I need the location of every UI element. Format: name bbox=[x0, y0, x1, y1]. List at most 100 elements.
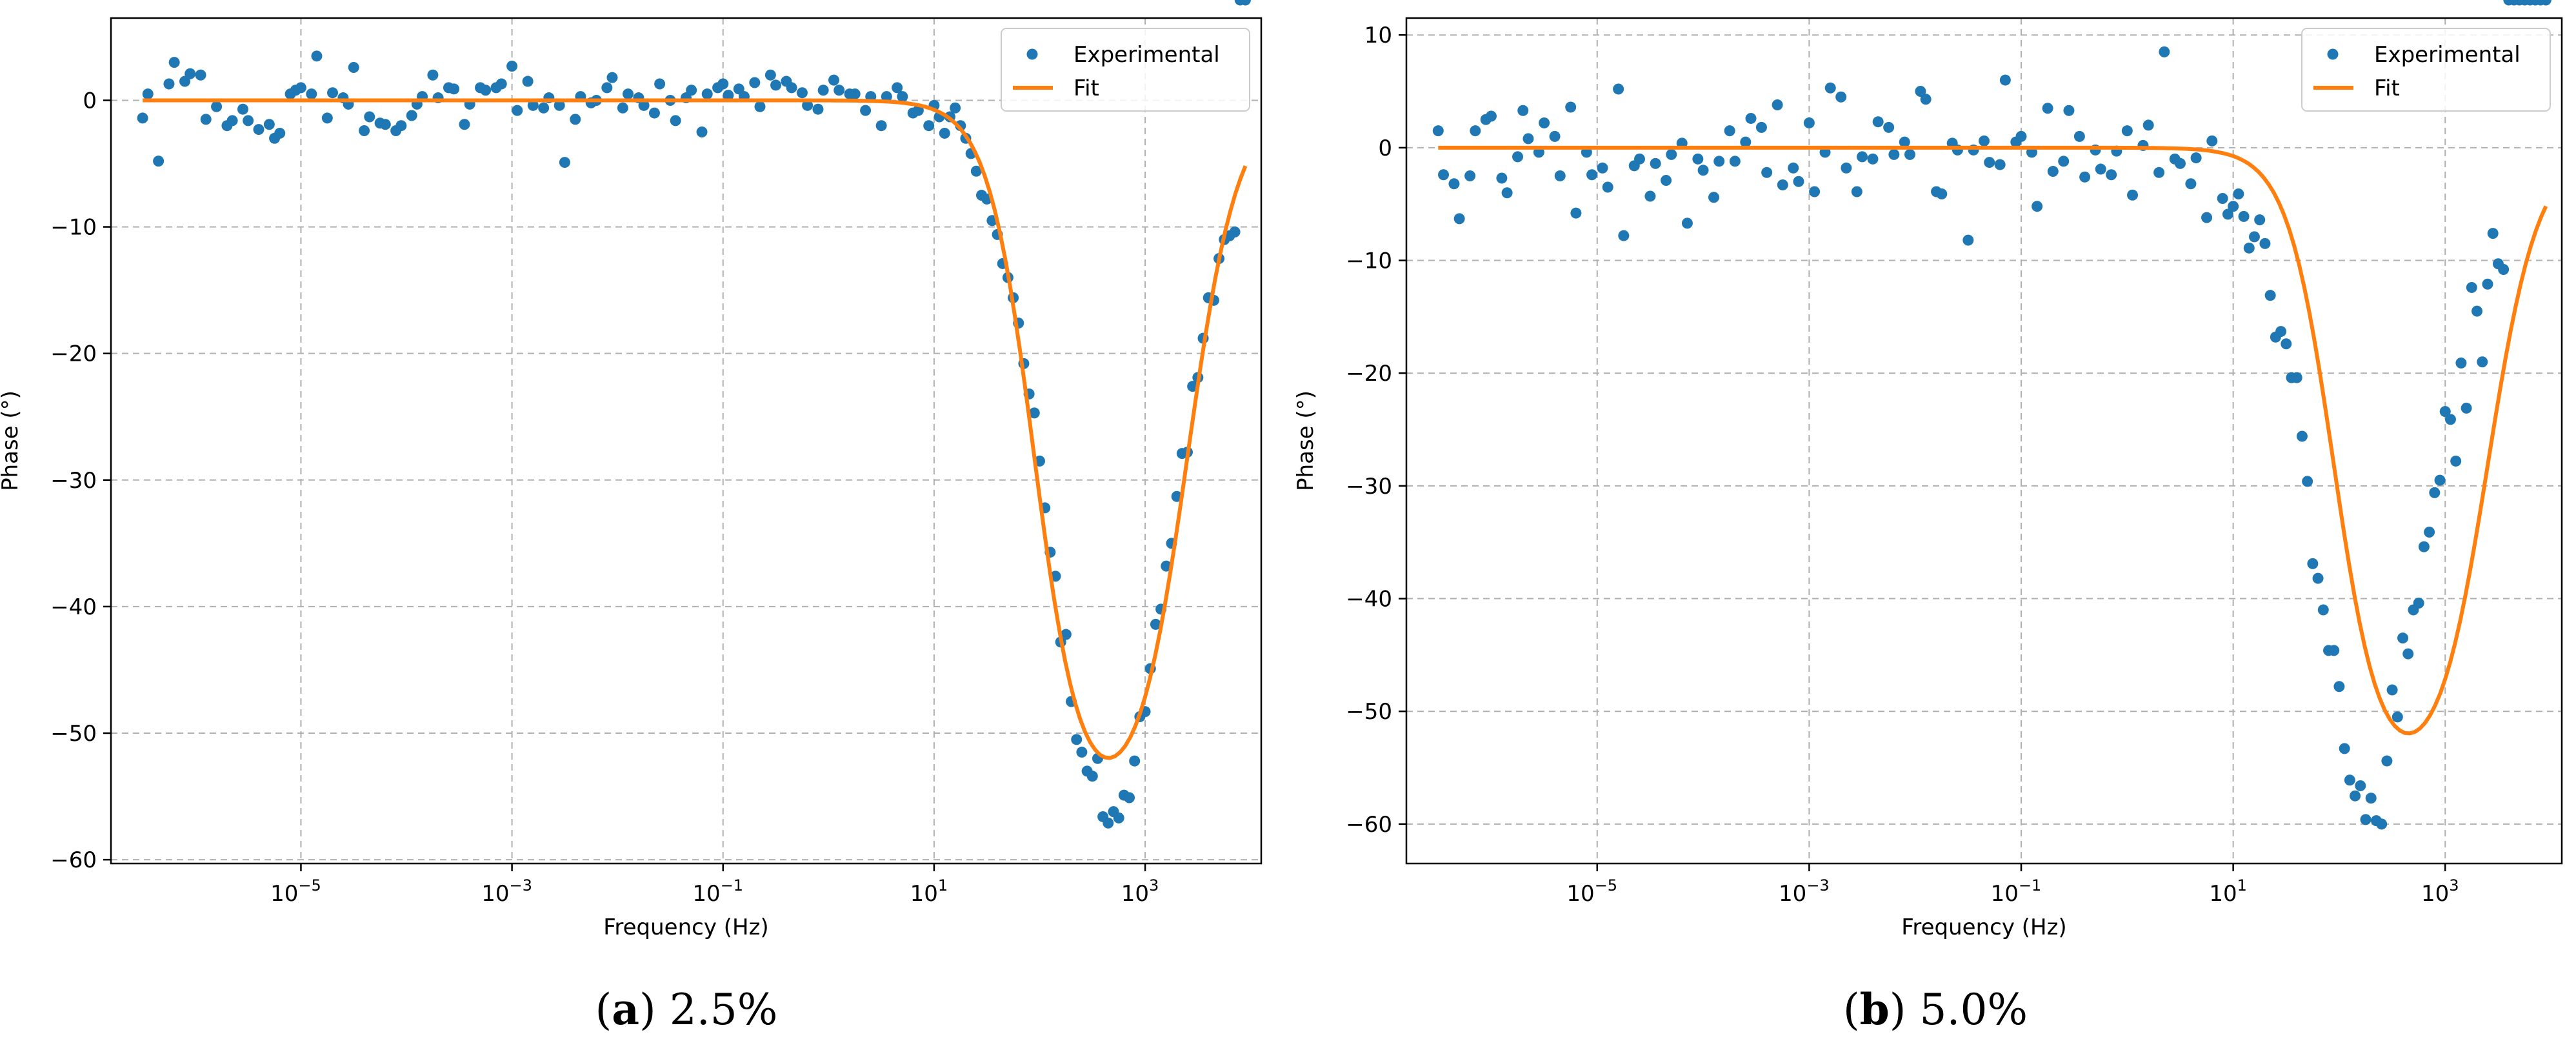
experimental-point bbox=[1915, 86, 1926, 97]
experimental-point bbox=[828, 74, 840, 86]
experimental-point bbox=[2355, 780, 2366, 791]
experimental-point bbox=[185, 68, 196, 79]
experimental-point bbox=[2291, 372, 2302, 383]
experimental-point bbox=[701, 88, 713, 100]
experimental-point bbox=[2106, 169, 2117, 181]
experimental-point bbox=[395, 120, 407, 132]
experimental-point bbox=[1071, 734, 1083, 745]
experimental-point bbox=[2153, 167, 2165, 178]
y-tick-label: −20 bbox=[1346, 361, 1392, 387]
x-axis-label: Frequency (Hz) bbox=[603, 914, 768, 940]
experimental-point bbox=[1835, 91, 1847, 103]
experimental-point bbox=[1984, 157, 1995, 168]
experimental-point bbox=[295, 82, 306, 94]
experimental-point bbox=[2429, 487, 2441, 498]
experimental-point bbox=[1076, 746, 1088, 758]
experimental-point bbox=[1602, 181, 1613, 193]
experimental-point bbox=[311, 50, 323, 62]
experimental-point bbox=[1681, 217, 1693, 229]
experimental-point bbox=[749, 77, 761, 88]
experimental-point bbox=[1453, 213, 1465, 225]
experimental-point bbox=[1501, 187, 1513, 199]
fit-line bbox=[1438, 145, 2548, 736]
experimental-point bbox=[2471, 305, 2483, 317]
experimental-point bbox=[2058, 156, 2070, 167]
experimental-point bbox=[1867, 153, 1879, 165]
experimental-point bbox=[892, 82, 903, 94]
experimental-point bbox=[1644, 190, 1656, 202]
x-tick-exponent: 1 bbox=[938, 876, 948, 894]
experimental-point bbox=[2413, 598, 2424, 609]
experimental-point bbox=[142, 88, 154, 100]
experimental-point bbox=[2312, 572, 2324, 584]
experimental-point bbox=[638, 99, 650, 111]
experimental-point bbox=[1755, 121, 1767, 133]
experimental-point bbox=[211, 101, 223, 112]
experimental-point bbox=[2376, 818, 2388, 830]
experimental-point bbox=[153, 156, 165, 167]
x-tick-exponent: −3 bbox=[510, 876, 532, 894]
experimental-point bbox=[1857, 151, 1868, 163]
experimental-point bbox=[2243, 242, 2255, 254]
experimental-point bbox=[1888, 148, 1900, 160]
caption-a-text: 2.5% bbox=[669, 985, 778, 1035]
experimental-point bbox=[950, 102, 961, 114]
experimental-point bbox=[2159, 46, 2170, 57]
experimental-point bbox=[812, 103, 824, 115]
experimental-point bbox=[1028, 407, 1040, 419]
experimental-point bbox=[1661, 175, 1672, 187]
experimental-point bbox=[1432, 125, 1444, 137]
y-tick-label: 0 bbox=[83, 88, 97, 114]
experimental-point bbox=[2391, 711, 2403, 723]
legend-label-experimental: Experimental bbox=[2374, 42, 2521, 68]
experimental-point bbox=[1713, 156, 1725, 167]
experimental-point bbox=[2063, 105, 2075, 116]
experimental-point bbox=[1613, 83, 1624, 95]
experimental-point bbox=[2360, 814, 2371, 825]
caption-a-label: a bbox=[612, 984, 640, 1035]
experimental-point bbox=[379, 119, 391, 130]
panel-b-chart: 10−5 10−3 10−1 101 103100−10−20−30−40−50−60F… bbox=[1293, 0, 2563, 940]
x-tick-base: 10 bbox=[2421, 881, 2449, 907]
experimental-point bbox=[2127, 189, 2139, 201]
experimental-point bbox=[1565, 101, 1577, 113]
experimental-point bbox=[570, 114, 581, 125]
experimental-point bbox=[1086, 771, 1098, 782]
experimental-point bbox=[923, 120, 935, 132]
experimental-point bbox=[723, 90, 734, 101]
experimental-point bbox=[1239, 0, 1251, 6]
y-tick-label: −10 bbox=[1346, 248, 1392, 274]
experimental-point bbox=[2344, 774, 2355, 786]
x-tick-label: 103 bbox=[1121, 876, 1159, 907]
x-tick-exponent: 3 bbox=[1149, 876, 1159, 894]
experimental-point bbox=[2174, 157, 2186, 169]
experimental-point bbox=[786, 82, 797, 94]
experimental-point bbox=[2121, 125, 2133, 137]
experimental-point bbox=[1539, 117, 1550, 128]
x-tick-base: 10 bbox=[1779, 881, 1806, 907]
experimental-point bbox=[2461, 402, 2472, 414]
experimental-point bbox=[2381, 755, 2393, 767]
experimental-point bbox=[1745, 112, 1757, 124]
experimental-point bbox=[1999, 74, 2011, 86]
y-tick-label: −30 bbox=[1346, 474, 1392, 500]
experimental-point bbox=[2439, 406, 2451, 418]
experimental-point bbox=[2339, 743, 2350, 754]
x-tick-label: 101 bbox=[910, 876, 948, 907]
experimental-point bbox=[2073, 130, 2085, 142]
experimental-point bbox=[554, 99, 565, 111]
x-tick-exponent: −3 bbox=[1806, 876, 1829, 894]
caption-b: (b) 5.0% bbox=[1842, 984, 2028, 1035]
experimental-point bbox=[1470, 125, 1481, 137]
experimental-point bbox=[2047, 166, 2059, 177]
experimental-point bbox=[2450, 455, 2462, 467]
experimental-point bbox=[1124, 792, 1135, 803]
x-tick-base: 10 bbox=[481, 881, 509, 907]
experimental-point bbox=[2302, 476, 2313, 487]
experimental-point bbox=[2350, 790, 2361, 802]
y-tick-label: −10 bbox=[50, 215, 97, 241]
experimental-point bbox=[1803, 117, 1815, 128]
experimental-point bbox=[2248, 231, 2260, 243]
experimental-point bbox=[1899, 136, 1910, 148]
x-tick-label: 10−1 bbox=[1991, 876, 2042, 907]
